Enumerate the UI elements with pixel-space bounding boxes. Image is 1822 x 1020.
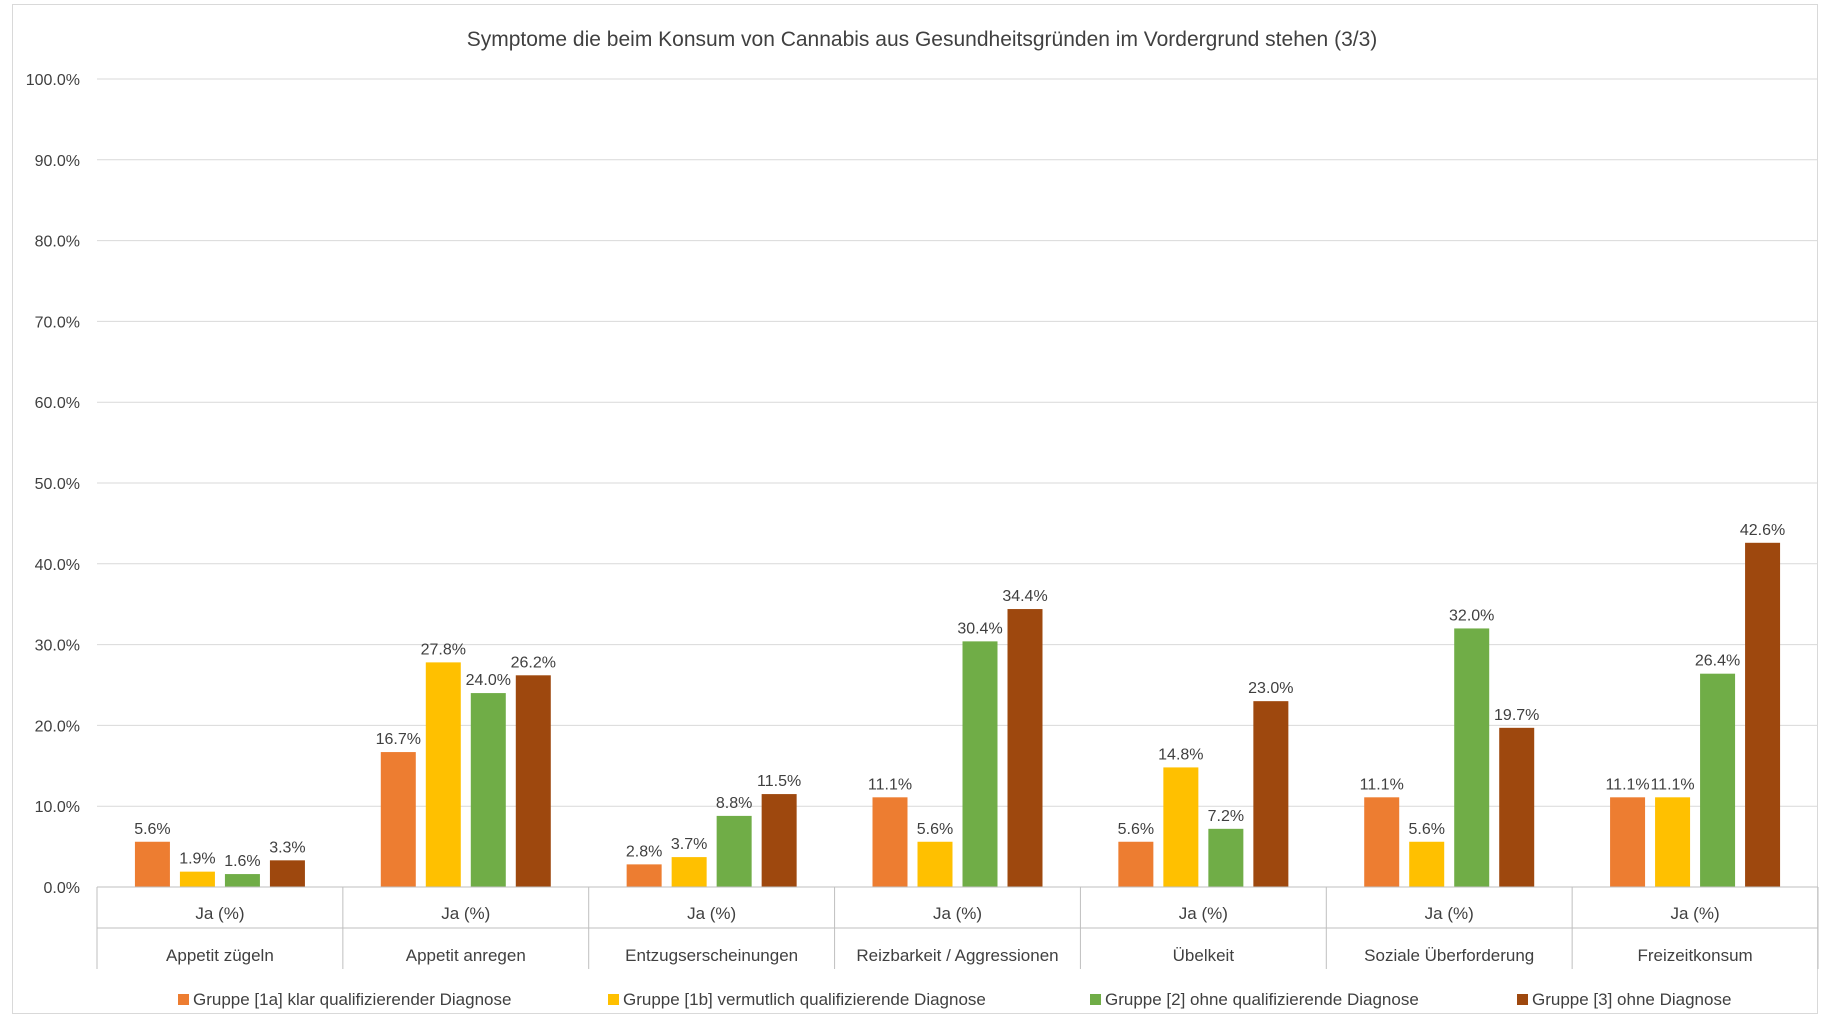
y-tick-label: 30.0%	[35, 638, 80, 655]
bar	[380, 752, 416, 887]
chart-title: Symptome die beim Konsum von Cannabis au…	[467, 28, 1378, 51]
legend: Gruppe [1a] klar qualifizierender Diagno…	[178, 990, 1731, 1009]
category-label: Entzugserscheinungen	[625, 946, 798, 965]
bar	[1163, 767, 1199, 887]
data-label: 2.8%	[626, 843, 662, 860]
legend-swatch	[178, 994, 189, 1005]
bar	[671, 857, 707, 887]
bar	[1745, 542, 1781, 887]
bar	[1409, 841, 1445, 887]
subcategory-label: Ja (%)	[933, 904, 982, 923]
subcategory-label: Ja (%)	[1671, 904, 1720, 923]
legend-label: Gruppe [1b] vermutlich qualifizierende D…	[623, 990, 986, 1009]
bar	[716, 815, 752, 887]
data-label: 5.6%	[1408, 821, 1444, 838]
y-tick-label: 0.0%	[44, 880, 80, 897]
legend-label: Gruppe [3] ohne Diagnose	[1532, 990, 1731, 1009]
bar	[1700, 673, 1736, 887]
bar	[917, 841, 953, 887]
data-label: 1.9%	[179, 851, 215, 868]
data-label: 11.5%	[757, 773, 801, 790]
data-label: 11.1%	[868, 776, 912, 793]
legend-swatch	[1517, 994, 1528, 1005]
data-label: 23.0%	[1248, 680, 1293, 697]
data-label: 19.7%	[1494, 707, 1539, 724]
bar	[761, 794, 797, 887]
bar	[1655, 797, 1691, 887]
bars	[134, 542, 1781, 887]
data-label: 16.7%	[376, 731, 421, 748]
subcategory-label: Ja (%)	[687, 904, 736, 923]
legend-swatch	[1090, 994, 1101, 1005]
bar	[179, 871, 215, 887]
data-label: 32.0%	[1449, 607, 1494, 624]
data-label: 27.8%	[421, 641, 466, 658]
category-label: Freizeitkonsum	[1637, 946, 1752, 965]
category-label: Übelkeit	[1173, 946, 1235, 965]
gridlines	[97, 78, 1818, 888]
bar	[134, 841, 170, 887]
y-tick-label: 90.0%	[35, 153, 80, 170]
data-label: 26.2%	[511, 654, 556, 671]
data-label: 26.4%	[1695, 653, 1740, 670]
data-label: 11.1%	[1605, 776, 1649, 793]
bar	[269, 860, 305, 887]
bar	[962, 641, 998, 887]
data-label: 3.7%	[671, 836, 707, 853]
x-axis: Ja (%) Appetit zügeln Ja (%) Appetit anrege…	[96, 886, 1819, 969]
data-label: 7.2%	[1208, 808, 1244, 825]
y-tick-label: 40.0%	[35, 557, 80, 574]
subcategory-label: Ja (%)	[1179, 904, 1228, 923]
bar	[1499, 727, 1535, 887]
y-tick-label: 60.0%	[35, 395, 80, 412]
category-label: Reizbarkeit / Aggressionen	[856, 946, 1058, 965]
category-label: Soziale Überforderung	[1364, 946, 1534, 965]
legend-swatch	[608, 994, 619, 1005]
data-label: 5.6%	[1118, 821, 1154, 838]
data-label: 24.0%	[466, 672, 511, 689]
data-label: 30.4%	[957, 620, 1002, 637]
bar	[425, 662, 461, 887]
bar	[1610, 797, 1646, 887]
category-label: Appetit anregen	[406, 946, 526, 965]
bar	[470, 693, 506, 887]
bar	[1208, 828, 1244, 887]
y-tick-label: 100.0%	[26, 72, 80, 89]
bar	[1454, 628, 1490, 887]
data-labels: 5.6% 1.9% 1.6% 3.3% 16.7% 27.8%24.0%26.2% 2.8%…	[134, 522, 1785, 870]
y-tick-label: 20.0%	[35, 718, 80, 735]
data-label: 14.8%	[1158, 746, 1203, 763]
bar	[1118, 841, 1154, 887]
data-label: 3.3%	[269, 839, 305, 856]
subcategory-label: Ja (%)	[195, 904, 244, 923]
data-label: 34.4%	[1002, 588, 1047, 605]
bar	[1253, 701, 1289, 887]
bar	[872, 797, 908, 887]
data-label: 5.6%	[917, 821, 953, 838]
data-label: 11.1%	[1650, 776, 1694, 793]
legend-label: Gruppe [2] ohne qualifizierende Diagnose	[1105, 990, 1419, 1009]
legend-label: Gruppe [1a] klar qualifizierender Diagno…	[193, 990, 511, 1009]
y-tick-label: 70.0%	[35, 314, 80, 331]
bar	[515, 675, 551, 887]
y-tick-label: 80.0%	[35, 234, 80, 251]
y-axis: 0.0% 10.0% 20.0% 30.0% 40.0% 50.0% 60.0% 70.0% 8…	[26, 72, 80, 897]
subcategory-label: Ja (%)	[1425, 904, 1474, 923]
bar	[1007, 609, 1043, 887]
data-label: 8.8%	[716, 795, 752, 812]
y-tick-label: 10.0%	[35, 799, 80, 816]
data-label: 11.1%	[1360, 776, 1404, 793]
bar	[626, 864, 662, 887]
bar	[1364, 797, 1400, 887]
data-label: 42.6%	[1740, 522, 1785, 539]
subcategory-label: Ja (%)	[441, 904, 490, 923]
data-label: 5.6%	[134, 821, 170, 838]
bar	[224, 874, 260, 887]
data-label: 1.6%	[224, 853, 260, 870]
category-label: Appetit zügeln	[166, 946, 274, 965]
y-tick-label: 50.0%	[35, 476, 80, 493]
